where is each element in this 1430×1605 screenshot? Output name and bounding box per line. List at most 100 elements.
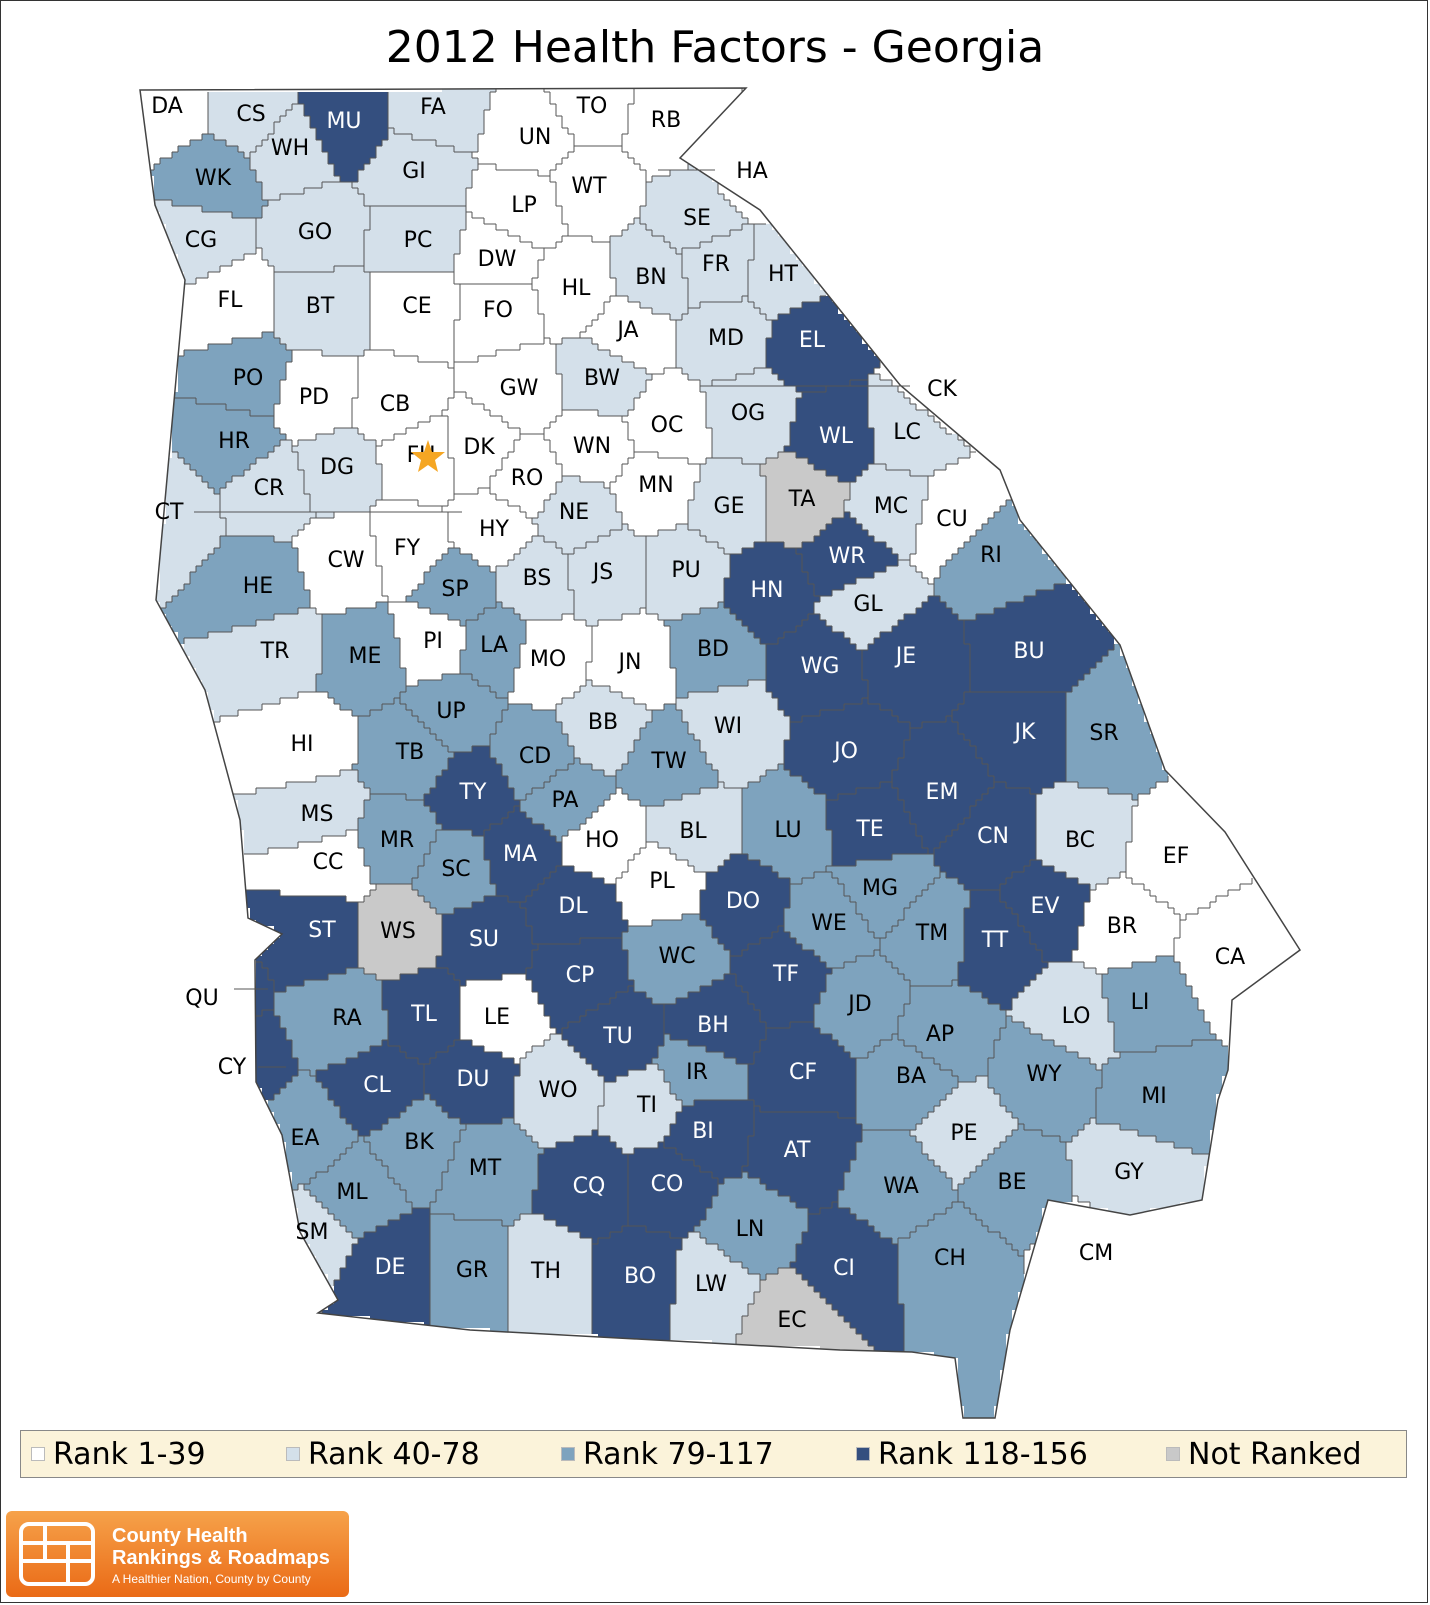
county-label-hn: HN	[751, 578, 784, 603]
county-be	[958, 1124, 1072, 1256]
county-label-po: PO	[233, 366, 264, 391]
county-cq	[532, 1130, 628, 1244]
county-label-le: LE	[484, 1005, 510, 1030]
county-label-cs: CS	[236, 102, 265, 127]
county-label-el: EL	[799, 328, 826, 353]
county-ra	[274, 968, 388, 1076]
county-label-tl: TL	[410, 1002, 437, 1027]
county-lu	[742, 764, 832, 884]
county-ws	[358, 884, 442, 980]
county-label-dl: DL	[558, 894, 588, 919]
county-bo	[592, 1226, 682, 1340]
county-mt	[430, 1118, 544, 1226]
county-hn	[724, 542, 820, 644]
county-label-lp: LP	[511, 193, 537, 218]
county-me	[316, 602, 406, 716]
county-bh	[664, 974, 766, 1064]
county-fo	[454, 284, 544, 362]
county-wl	[784, 380, 874, 482]
county-label-tt: TT	[981, 928, 1009, 953]
counties-layer	[142, 88, 1300, 1418]
county-label-cp: CP	[566, 963, 595, 988]
county-label-ta: TA	[788, 487, 816, 512]
county-dg	[292, 428, 382, 518]
county-dk	[442, 392, 520, 494]
county-tf	[730, 926, 832, 1028]
county-md	[676, 296, 772, 386]
county-label-pd: PD	[299, 385, 329, 410]
legend-item-rank-118-156: Rank 118-156	[846, 1431, 1156, 1477]
county-label-gy: GY	[1114, 1160, 1144, 1185]
county-fa	[388, 88, 496, 152]
county-cn	[934, 782, 1036, 890]
legend-label: Rank 40-78	[308, 1436, 480, 1472]
legend-swatch	[31, 1447, 45, 1461]
county-pd	[274, 350, 358, 446]
county-label-sc: SC	[441, 857, 470, 882]
county-label-cb: CB	[380, 392, 410, 417]
county-label-go: GO	[298, 220, 332, 245]
county-label-hy: HY	[479, 517, 510, 542]
county-label-fl: FL	[218, 288, 244, 313]
county-mc	[844, 464, 928, 560]
county-label-fo: FO	[483, 298, 513, 323]
county-bc	[1036, 782, 1138, 890]
county-wc	[622, 914, 730, 1004]
county-hy	[442, 488, 538, 572]
county-label-fy: FY	[394, 536, 421, 561]
legend-item-rank-79-117: Rank 79-117	[551, 1431, 846, 1477]
county-label-ws: WS	[380, 919, 416, 944]
county-label-gw: GW	[500, 376, 539, 401]
county-label-ho: HO	[585, 828, 619, 853]
county-label-wl: WL	[819, 424, 854, 449]
county-wk	[148, 134, 268, 218]
county-jk	[952, 692, 1066, 794]
county-gl	[814, 560, 934, 650]
county-label-ha: HA	[736, 159, 768, 184]
county-label-ro: RO	[511, 466, 544, 491]
county-label-ct: CT	[155, 500, 184, 525]
county-label-ec: EC	[777, 1308, 806, 1333]
county-li	[1102, 956, 1216, 1052]
county-cg	[154, 200, 256, 284]
county-label-bc: BC	[1065, 828, 1095, 853]
county-gw	[454, 338, 562, 434]
county-wn	[544, 410, 634, 488]
county-fy	[370, 500, 454, 602]
county-label-st: ST	[308, 918, 336, 943]
county-st	[244, 890, 358, 992]
county-label-ri: RI	[980, 543, 1002, 568]
county-ci	[790, 1202, 904, 1352]
county-wg	[766, 614, 868, 722]
county-label-tu: TU	[602, 1024, 633, 1049]
county-jd	[814, 950, 910, 1058]
county-we	[784, 872, 880, 968]
county-ev	[1000, 860, 1090, 962]
county-ml	[304, 1136, 412, 1238]
county-ca	[1174, 878, 1300, 1046]
county-dw	[454, 212, 544, 284]
county-label-cq: CQ	[573, 1174, 606, 1199]
county-gi	[352, 128, 478, 206]
county-mr	[358, 794, 442, 884]
county-label-wg: WG	[801, 654, 840, 679]
county-ct	[154, 452, 226, 608]
county-label-tm: TM	[915, 921, 948, 946]
county-ec	[736, 1268, 874, 1352]
county-label-md: MD	[708, 326, 744, 351]
county-tw	[616, 704, 718, 806]
county-label-co: CO	[651, 1172, 684, 1197]
label-leader-lines	[194, 169, 910, 1068]
county-label-jd: JD	[846, 992, 871, 1017]
county-bn	[610, 218, 688, 320]
county-su	[436, 896, 538, 986]
county-po	[172, 332, 292, 416]
county-label-me: ME	[349, 644, 382, 669]
county-cp	[526, 938, 634, 1034]
county-label-la: LA	[480, 633, 508, 658]
county-label-bh: BH	[697, 1013, 729, 1038]
county-label-mo: MO	[530, 647, 566, 672]
logo-line-2: Rankings & Roadmaps	[112, 1547, 330, 1569]
county-label-sr: SR	[1089, 721, 1118, 746]
county-label-cg: CG	[185, 228, 217, 253]
